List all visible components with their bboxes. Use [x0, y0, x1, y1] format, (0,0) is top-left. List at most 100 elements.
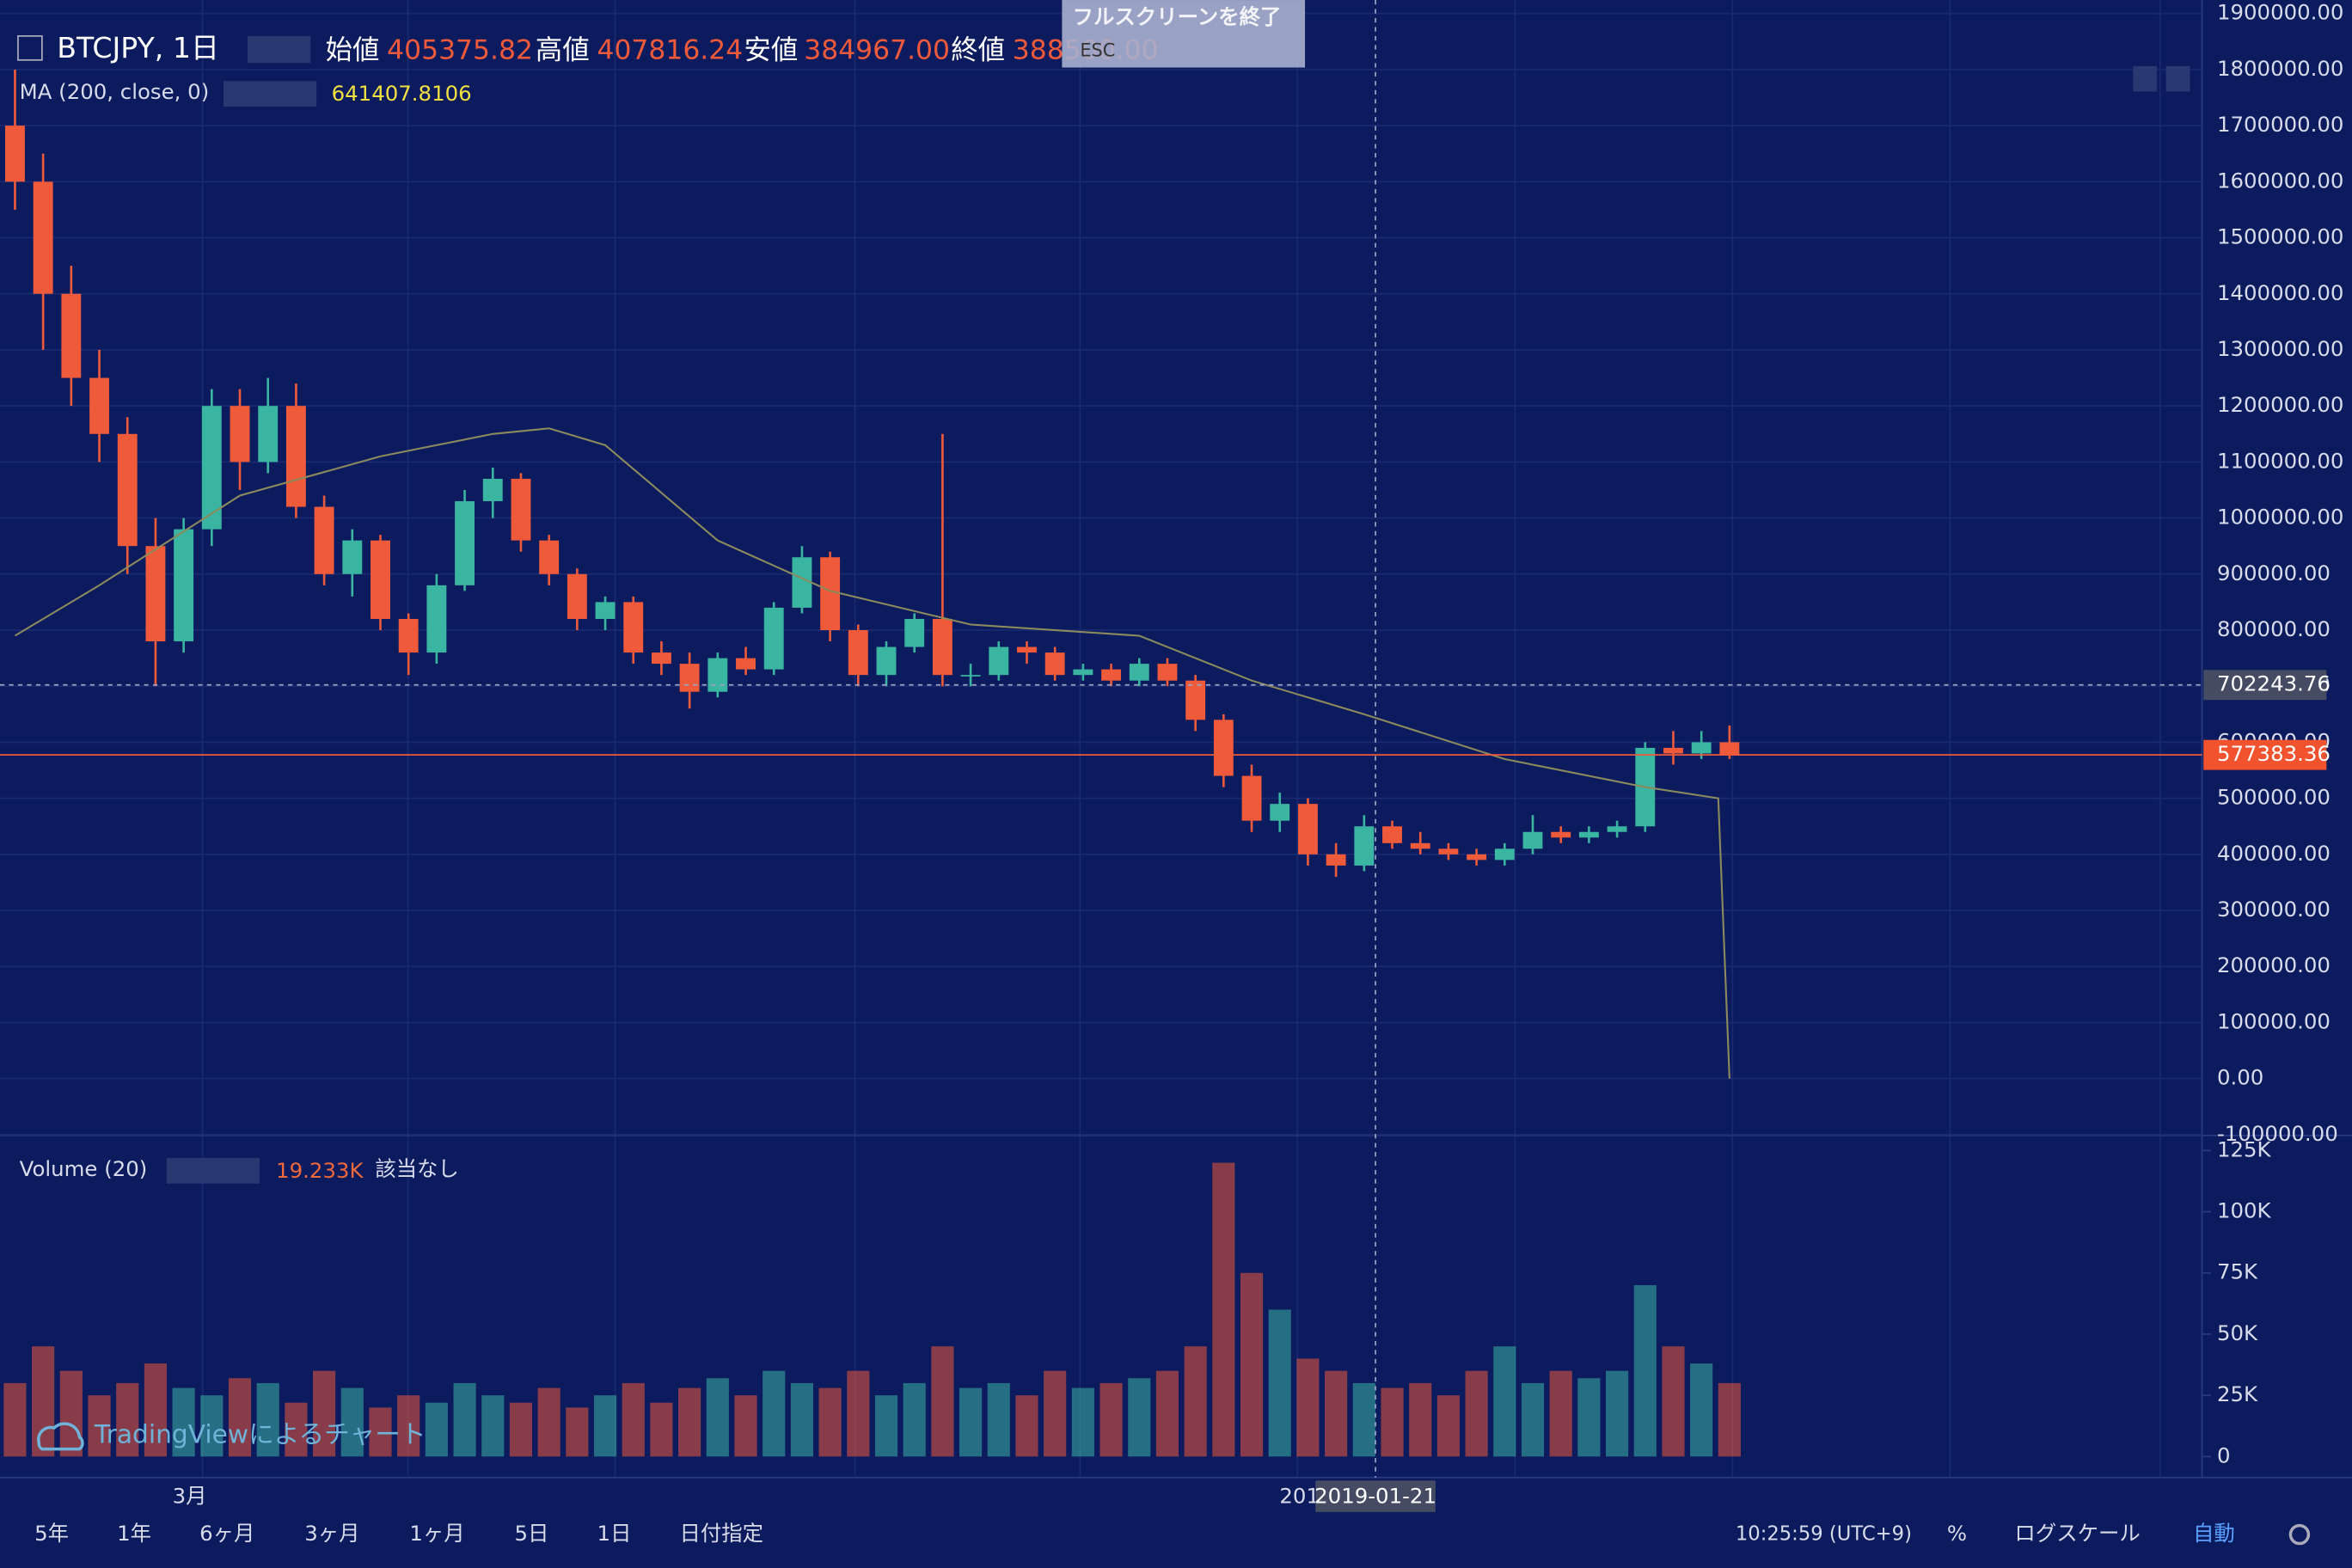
candle-body [1410, 842, 1430, 849]
y-tick-label: 900000.00 [2217, 560, 2331, 585]
range-button[interactable]: 1年 [117, 1521, 151, 1546]
volume-bar [1521, 1382, 1545, 1457]
volume-bar [1352, 1382, 1375, 1457]
candle-body [1044, 652, 1065, 676]
collapse-button[interactable] [17, 35, 43, 61]
volume-bar [1381, 1387, 1404, 1457]
volume-bar [481, 1395, 505, 1457]
toolbar: 5年 1年 6ヶ月 3ヶ月 1ヶ月 5日 1日 日付指定 [34, 1521, 763, 1546]
volume-bar [959, 1387, 983, 1457]
cursor-date: 2019-01-21 [1314, 1483, 1436, 1508]
symbol-controls[interactable] [247, 35, 311, 64]
y-tick-label: 500000.00 [2217, 785, 2331, 810]
range-button[interactable]: 日付指定 [679, 1521, 763, 1546]
candle-body [1157, 664, 1178, 681]
log-toggle[interactable]: ログスケール [2014, 1521, 2140, 1546]
volume-bar [790, 1382, 813, 1457]
candle-body [1270, 804, 1290, 821]
volume-bar [200, 1395, 224, 1457]
volume-bar [453, 1382, 476, 1457]
range-button[interactable]: 3ヶ月 [304, 1521, 359, 1546]
scroll-button[interactable] [2133, 65, 2158, 92]
volume-bar [847, 1370, 870, 1457]
candle-body [1467, 854, 1487, 861]
candle-body [876, 646, 897, 676]
volume-tick-label: 75K [2217, 1259, 2258, 1284]
candle-body [651, 652, 671, 665]
y-tick-label: 800000.00 [2217, 616, 2331, 641]
candle-body [1719, 742, 1740, 756]
candle-body [1101, 669, 1122, 681]
candle-body [1551, 831, 1571, 838]
fullscreen-exit[interactable] [1062, 0, 1306, 68]
candle-body [989, 646, 1009, 676]
y-tick-label: 400000.00 [2217, 841, 2331, 866]
ohlc-label: 始値 [326, 34, 380, 65]
candle-body [117, 433, 138, 547]
ma-controls[interactable] [223, 81, 317, 107]
volume-bar [1155, 1370, 1179, 1457]
candle-body [707, 658, 728, 692]
range-button[interactable]: 5日 [515, 1521, 549, 1546]
volume-bar [566, 1407, 589, 1457]
candle-body [679, 664, 700, 692]
candle-body [1073, 669, 1093, 676]
volume-extra: 該当なし [375, 1156, 459, 1181]
settings-button[interactable] [2288, 1523, 2311, 1546]
candle-body [595, 602, 616, 619]
volume-bar [1240, 1272, 1264, 1457]
candle-body [1297, 804, 1318, 854]
candle-body [1129, 664, 1149, 681]
candle-body [455, 501, 475, 585]
volume-bar [1099, 1382, 1123, 1457]
volume-bar [340, 1387, 364, 1457]
volume-bar [706, 1378, 729, 1457]
last-price: 577383.36 [2217, 741, 2331, 766]
candle-body [398, 618, 419, 653]
ohlc-value: 407816.24 [597, 34, 743, 65]
candle-body [1663, 747, 1683, 754]
candle-body [371, 540, 390, 619]
volume-bar [874, 1395, 898, 1457]
range-button[interactable]: 1ヶ月 [409, 1521, 464, 1546]
crosshair-price-box [2203, 670, 2327, 701]
range-button[interactable]: 1日 [597, 1521, 631, 1546]
candle-body [201, 406, 222, 530]
candle-body [820, 557, 841, 631]
range-button[interactable]: 5年 [34, 1521, 69, 1546]
volume-bar [285, 1402, 308, 1457]
volume-bar [397, 1395, 420, 1457]
scroll-button[interactable] [2165, 65, 2190, 92]
cursor-date-box [1315, 1480, 1436, 1512]
ma-value: 641407.8106 [332, 81, 472, 106]
volume-tick-label: 0 [2217, 1442, 2231, 1467]
y-tick-label: 100000.00 [2217, 1008, 2331, 1033]
candle-body [285, 406, 306, 507]
candle-body [174, 529, 194, 642]
volume-bar [1071, 1387, 1094, 1457]
volume-bar [1493, 1346, 1516, 1457]
percent-toggle[interactable]: % [1947, 1521, 1967, 1546]
volume-bar [734, 1395, 757, 1457]
volume-bar [1268, 1309, 1291, 1457]
candle-body [426, 585, 447, 653]
volume-bar [1549, 1370, 1572, 1457]
candle-body [230, 406, 250, 462]
volume-bar [313, 1370, 336, 1457]
volume-bar [1577, 1378, 1601, 1457]
volume-controls[interactable] [166, 1158, 260, 1184]
range-button[interactable]: 6ヶ月 [199, 1521, 254, 1546]
candle-body [960, 675, 981, 677]
auto-toggle[interactable]: 自動 [2193, 1521, 2235, 1546]
candle-body [145, 546, 166, 642]
volume-bar [256, 1382, 279, 1457]
volume-bar [172, 1387, 195, 1457]
volume-tick-label: 125K [2217, 1136, 2272, 1161]
volume-bar [1184, 1346, 1207, 1457]
y-tick-label: 1800000.00 [2217, 56, 2344, 81]
candle-body [736, 658, 756, 670]
volume-bar [369, 1407, 392, 1457]
candle-body [342, 540, 363, 574]
